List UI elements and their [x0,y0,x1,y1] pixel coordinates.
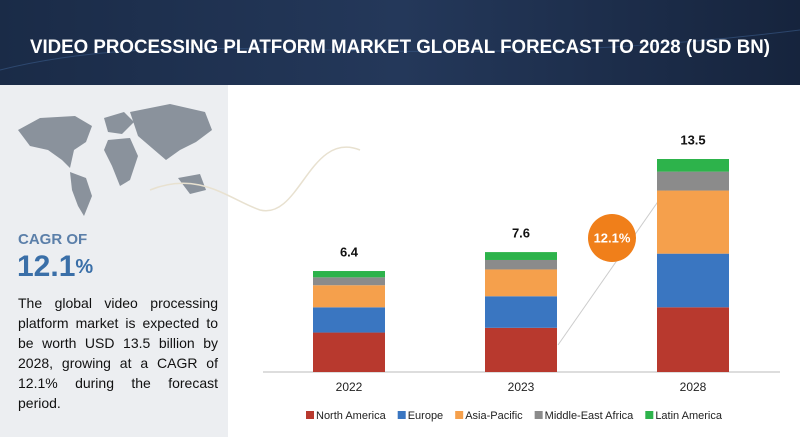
x-tick-label: 2028 [680,380,707,394]
x-tick-label: 2023 [508,380,535,394]
legend-label: Europe [408,410,443,422]
cagr-number: 12.1 [17,250,75,283]
title: VIDEO PROCESSING PLATFORM MARKET GLOBAL … [30,37,770,58]
legend-label: Latin America [655,410,723,422]
cagr-unit: % [75,256,93,278]
legend-label: Asia-Pacific [465,410,523,422]
bar-segment [657,190,729,254]
legend-label: Middle-East Africa [545,410,635,422]
cagr-value: 12.1% [17,250,93,283]
bar-segment [313,277,385,286]
bar-segment [657,253,729,308]
header [0,0,800,85]
bar-segment [313,307,385,333]
cagr-badge-label: 12.1% [594,230,631,245]
legend-swatch [306,411,314,419]
legend-label: North America [316,410,387,422]
bar-segment [657,171,729,191]
bar-segment [657,307,729,372]
total-label: 13.5 [680,132,705,147]
bar-segment [313,271,385,278]
total-label: 6.4 [340,244,359,259]
legend-swatch [455,411,464,419]
legend-swatch [534,411,543,419]
bar-segment [485,327,557,372]
world-map [18,104,212,216]
x-tick-label: 2022 [336,380,363,394]
bar-segment [313,285,385,308]
total-label: 7.6 [512,226,530,241]
legend-swatch [645,411,654,419]
decoration-curve [149,146,361,212]
description: The global video processing platform mar… [18,295,218,411]
bar-segment [485,269,557,297]
cagr-label: CAGR OF [18,231,87,248]
header-decoration [0,29,800,71]
cagr-badge [588,214,636,262]
bar-segment [485,252,557,260]
bar-segment [313,332,385,372]
bar-segment [485,259,557,270]
legend-swatch [397,411,406,419]
bar-segment [485,296,557,328]
bar-segment [657,159,729,172]
